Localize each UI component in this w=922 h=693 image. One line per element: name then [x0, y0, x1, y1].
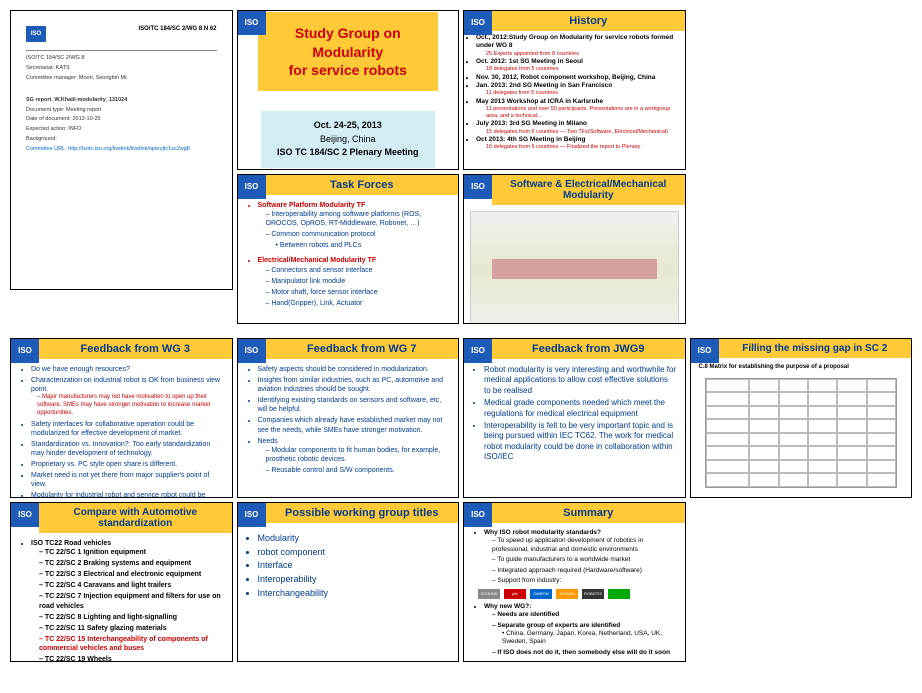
matrix-table: [705, 378, 898, 488]
iso-badge: ISO: [238, 11, 266, 35]
sponsor-logos: SCHUNK pilz OMRON SIASUN ROBOTIS: [472, 589, 677, 599]
auto-slide: ISO Compare with Automotive standardizat…: [10, 502, 233, 662]
architecture-diagram: [470, 211, 679, 324]
slide-title: Filling the missing gap in SC 2: [719, 339, 912, 358]
wg3-slide: ISO Feedback from WG 3 Do we have enough…: [10, 338, 233, 498]
taskforces-slide: ISO Task Forces Software Platform Modula…: [237, 174, 460, 324]
history-slide: ISO History Oct., 2012:Study Group on Mo…: [463, 10, 686, 170]
history-list: Oct., 2012:Study Group on Modularity for…: [464, 31, 685, 154]
jwg9-slide: ISO Feedback from JWG9 Robot modularity …: [463, 338, 686, 498]
slide-title: Task Forces: [266, 175, 459, 195]
wg7-slide: ISO Feedback from WG 7 Safety aspects sh…: [237, 338, 460, 498]
slide-title: Feedback from JWG9: [492, 339, 685, 359]
main-title-box: Study Group on Modularity for service ro…: [258, 12, 439, 91]
doc-code: ISO/TC 184/SC 2/WG 8 N 62: [138, 26, 216, 42]
title-slide: ISO Study Group on Modularity for servic…: [237, 10, 460, 170]
summary-slide: ISO Summary Why ISO robot modularity sta…: [463, 502, 686, 662]
slide-title: History: [492, 11, 685, 31]
titles-slide: ISO Possible working group titles Modula…: [237, 502, 460, 662]
slide-title: Feedback from WG 3: [39, 339, 232, 359]
document-cover: ISO ISO/TC 184/SC 2/WG 8 N 62 ISO/TC 184…: [10, 10, 233, 290]
doc-body: ISO/TC 184/SC 2/WG 8 Secretariat: KATS C…: [26, 54, 217, 155]
slide-title: Software & Electrical/Mechanical Modular…: [492, 175, 685, 205]
gap-slide: ISO Filling the missing gap in SC 2 C.8 …: [690, 338, 913, 498]
slide-grid: ISO ISO/TC 184/SC 2/WG 8 N 62 ISO/TC 184…: [10, 10, 912, 662]
iso-badge-small: ISO: [26, 26, 46, 42]
slide-title: Feedback from WG 7: [266, 339, 459, 359]
subtitle-box: Oct. 24-25, 2013 Beijing, China ISO TC 1…: [261, 111, 435, 168]
slide-title: Possible working group titles: [266, 503, 459, 523]
slide-title: Summary: [492, 503, 685, 523]
slide-title: Compare with Automotive standardization: [39, 503, 232, 533]
sw-elec-slide: ISO Software & Electrical/Mechanical Mod…: [463, 174, 686, 324]
